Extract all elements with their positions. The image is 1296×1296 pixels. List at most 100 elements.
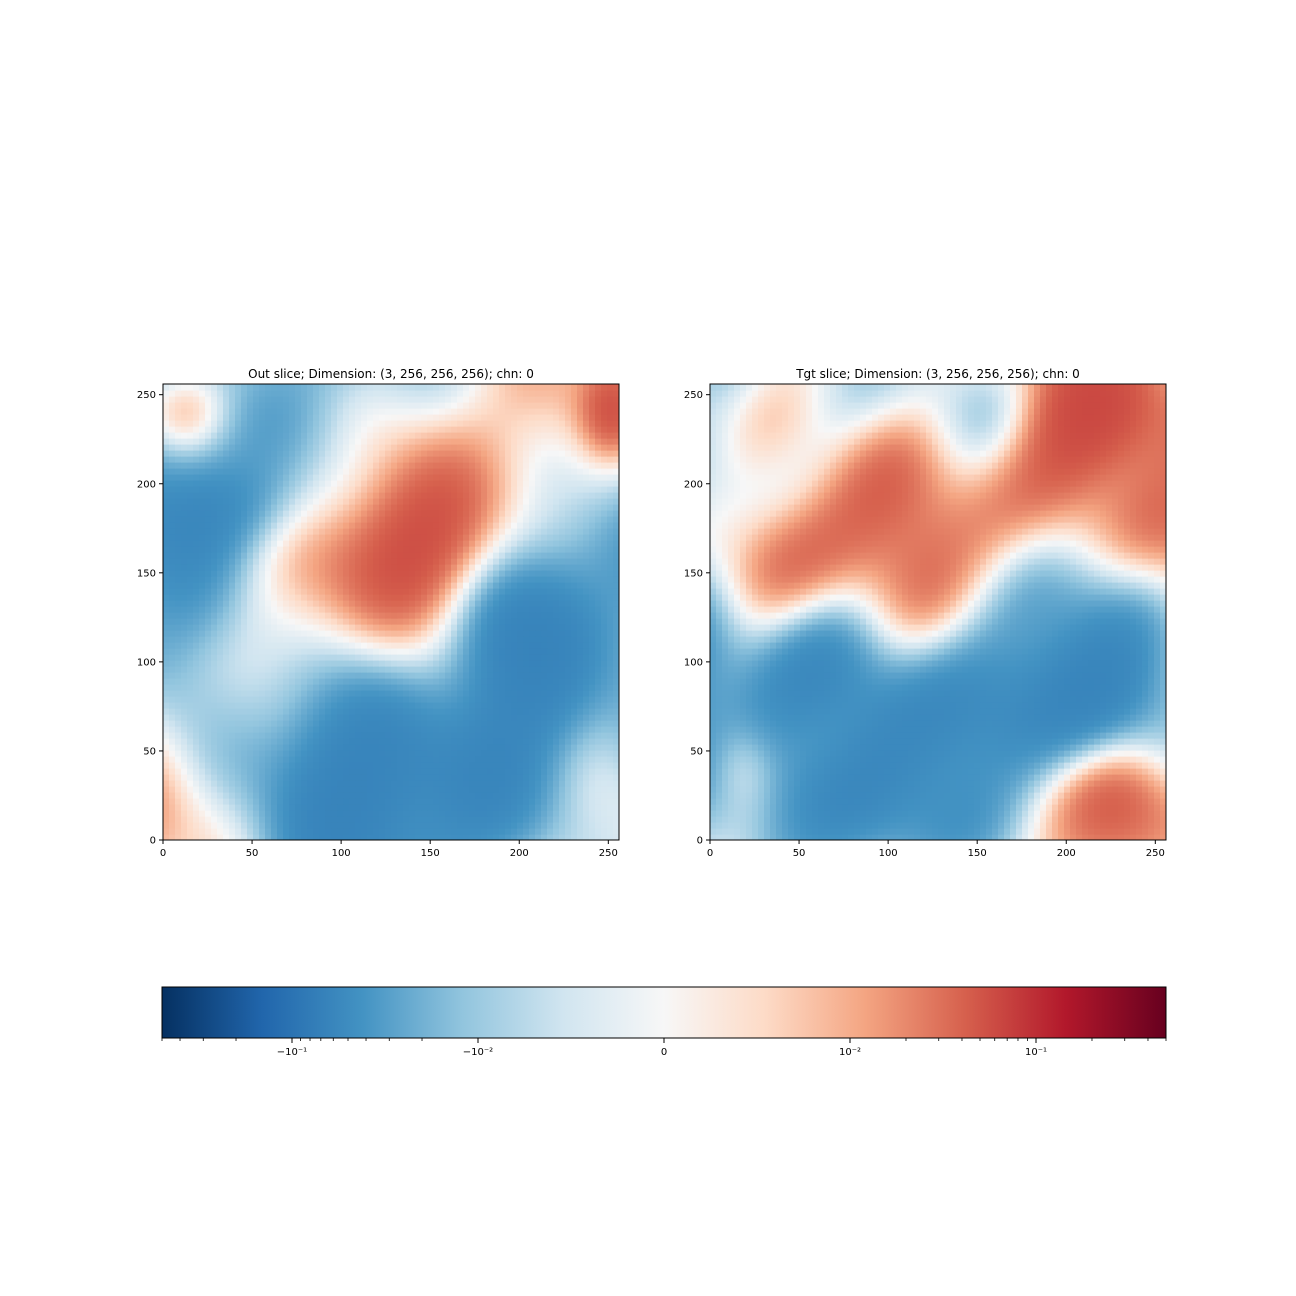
heatmap-cell: [511, 774, 518, 781]
heatmap-cell: [463, 732, 470, 739]
heatmap-cell: [331, 642, 338, 649]
heatmap-cell: [397, 588, 404, 595]
heatmap-cell: [163, 738, 170, 745]
heatmap-cell: [229, 654, 236, 661]
heatmap-cell: [409, 678, 416, 685]
heatmap-cell: [211, 504, 218, 511]
heatmap-cell: [529, 450, 536, 457]
heatmap-cell: [535, 630, 542, 637]
heatmap-cell: [163, 774, 170, 781]
heatmap-cell: [451, 450, 458, 457]
heatmap-cell: [427, 606, 434, 613]
heatmap-cell: [433, 678, 440, 685]
heatmap-cell: [211, 822, 218, 829]
heatmap-cell: [175, 678, 182, 685]
heatmap-cell: [271, 582, 278, 589]
heatmap-cell: [247, 594, 254, 601]
heatmap-cell: [559, 732, 566, 739]
heatmap-cell: [601, 462, 608, 469]
heatmap-cell: [307, 582, 314, 589]
heatmap-cell: [193, 774, 200, 781]
heatmap-cell: [601, 600, 608, 607]
heatmap-cell: [175, 738, 182, 745]
heatmap-cell: [595, 504, 602, 511]
heatmap-cell: [385, 606, 392, 613]
heatmap-cell: [337, 732, 344, 739]
heatmap-cell: [439, 456, 446, 463]
heatmap-cell: [385, 618, 392, 625]
heatmap-cell: [517, 558, 524, 565]
heatmap-cell: [499, 810, 506, 817]
heatmap-cell: [373, 726, 380, 733]
heatmap-cell: [163, 474, 170, 481]
heatmap-cell: [433, 468, 440, 475]
heatmap-cell: [283, 726, 290, 733]
heatmap-cell: [193, 450, 200, 457]
heatmap-cell: [451, 468, 458, 475]
heatmap-cell: [403, 738, 410, 745]
heatmap-cell: [511, 768, 518, 775]
heatmap-cell: [193, 480, 200, 487]
heatmap-cell: [283, 504, 290, 511]
heatmap-cell: [583, 594, 590, 601]
heatmap-cell: [547, 480, 554, 487]
heatmap-cell: [409, 828, 416, 835]
heatmap-cell: [247, 528, 254, 535]
heatmap-cell: [415, 516, 422, 523]
heatmap-cell: [559, 498, 566, 505]
heatmap-cell: [529, 624, 536, 631]
heatmap-cell: [499, 618, 506, 625]
heatmap-cell: [271, 492, 278, 499]
heatmap-cell: [253, 780, 260, 787]
heatmap-cell: [289, 744, 296, 751]
heatmap-cell: [277, 510, 284, 517]
heatmap-cell: [349, 534, 356, 541]
heatmap-cell: [529, 810, 536, 817]
heatmap-cell: [337, 600, 344, 607]
heatmap-cell: [319, 480, 326, 487]
heatmap-cell: [265, 444, 272, 451]
heatmap-cell: [391, 552, 398, 559]
heatmap-cell: [481, 780, 488, 787]
heatmap-cell: [457, 726, 464, 733]
heatmap-cell: [205, 744, 212, 751]
heatmap-cell: [301, 696, 308, 703]
heatmap-cell: [325, 630, 332, 637]
heatmap-cell: [457, 732, 464, 739]
heatmap-cell: [487, 654, 494, 661]
heatmap-cell: [577, 588, 584, 595]
heatmap-cell: [247, 666, 254, 673]
heatmap-cell: [583, 780, 590, 787]
heatmap-cell: [493, 630, 500, 637]
heatmap-cell: [487, 768, 494, 775]
heatmap-cell: [415, 630, 422, 637]
heatmap-cell: [439, 696, 446, 703]
heatmap-cell: [421, 528, 428, 535]
heatmap-cell: [235, 822, 242, 829]
heatmap-cell: [181, 744, 188, 751]
heatmap-cell: [169, 684, 176, 691]
heatmap-cell: [235, 492, 242, 499]
heatmap-cell: [337, 456, 344, 463]
heatmap-cell: [187, 570, 194, 577]
heatmap-cell: [439, 552, 446, 559]
heatmap-cell: [517, 744, 524, 751]
heatmap-cell: [307, 528, 314, 535]
heatmap-cell: [265, 558, 272, 565]
heatmap-cell: [523, 636, 530, 643]
heatmap-cell: [499, 642, 506, 649]
heatmap-cell: [295, 618, 302, 625]
heatmap-cell: [541, 798, 548, 805]
heatmap-cell: [187, 462, 194, 469]
heatmap-cell: [379, 450, 386, 457]
heatmap-cell: [445, 816, 452, 823]
heatmap-cell: [409, 660, 416, 667]
heatmap-cell: [601, 744, 608, 751]
heatmap-cell: [589, 750, 596, 757]
heatmap-cell: [433, 822, 440, 829]
heatmap-cell: [415, 804, 422, 811]
heatmap-cell: [577, 612, 584, 619]
heatmap-cell: [319, 558, 326, 565]
heatmap-cell: [373, 756, 380, 763]
heatmap-cell: [163, 492, 170, 499]
